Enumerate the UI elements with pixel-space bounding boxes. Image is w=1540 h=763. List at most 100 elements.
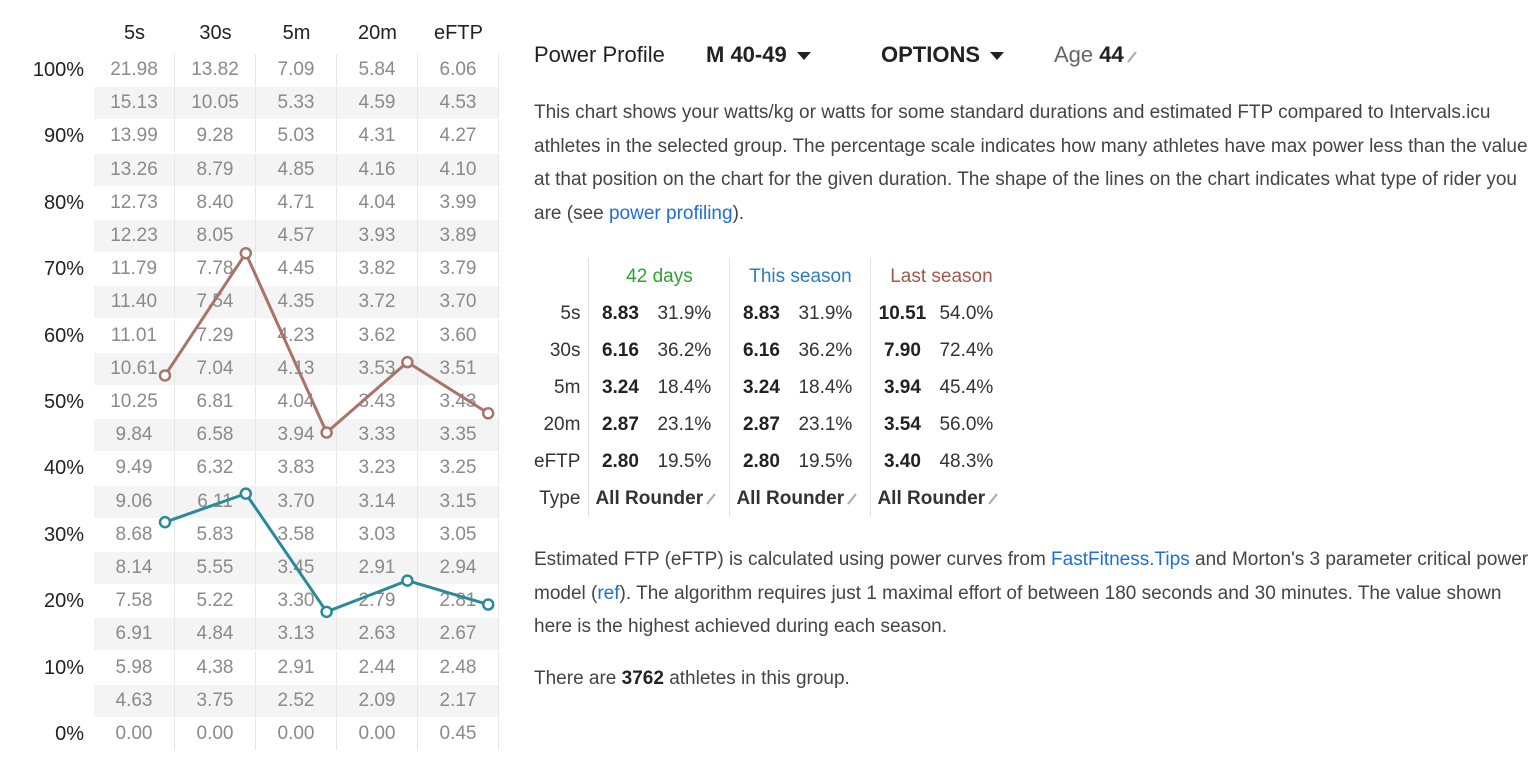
stats-percent: 54.0%: [939, 302, 994, 324]
stats-percent: 45.4%: [939, 376, 994, 398]
grid-cell: 9.06: [94, 485, 175, 518]
grid-cell: 6.11: [175, 485, 256, 518]
age-label: Age: [1054, 42, 1094, 67]
grid-cell: 4.31: [337, 120, 418, 153]
options-dropdown[interactable]: OPTIONS: [881, 42, 1005, 68]
power-profiling-link[interactable]: power profiling: [608, 202, 733, 224]
stats-value: 10.51: [870, 295, 934, 332]
grid-cell: 2.52: [256, 684, 337, 717]
stats-row-label: 20m: [543, 413, 581, 435]
stats-percent: 18.4%: [798, 376, 853, 398]
grid-cell: 7.78: [175, 253, 256, 286]
grid-cell: 3.94: [256, 419, 337, 452]
grid-cell: 8.68: [94, 518, 175, 551]
grid-cell: 3.60: [418, 319, 499, 352]
column-header-30s: 30s: [199, 22, 232, 44]
grid-cell: 3.45: [256, 552, 337, 584]
pencil-icon[interactable]: [1126, 50, 1138, 64]
header-42-days: 42 days: [588, 258, 730, 295]
pencil-icon[interactable]: [705, 492, 717, 506]
grid-cell: 3.03: [337, 518, 418, 551]
grid-cell: 3.30: [256, 585, 337, 618]
grid-cell: 4.13: [256, 352, 337, 385]
stats-value: 3.94: [870, 369, 934, 406]
grid-cell: 4.27: [418, 120, 499, 153]
grid-cell: 6.91: [94, 618, 175, 651]
grid-cell: 3.58: [256, 518, 337, 551]
grid-cell: 5.98: [94, 651, 175, 684]
grid-cell: 8.14: [94, 552, 175, 584]
percentile-label: 70%: [43, 258, 84, 281]
stats-row: 5s 8.83 31.9% 8.83 31.9% 10.51 54.0%: [534, 295, 1011, 332]
group-dropdown-label: M 40-49: [706, 42, 787, 67]
grid-cell: 4.04: [337, 186, 418, 219]
percentile-label: 60%: [43, 324, 84, 347]
grid-cell: 2.94: [418, 552, 499, 584]
eftp-note-part1: Estimated FTP (eFTP) is calculated using…: [534, 549, 1052, 570]
ref-link[interactable]: ref: [597, 582, 620, 604]
group-dropdown[interactable]: M 40-49: [706, 42, 811, 68]
stats-header-row: 42 days This season Last season: [534, 258, 1012, 295]
grid-cell: 4.53: [418, 87, 499, 120]
chevron-down-icon: [990, 52, 1005, 61]
athlete-count-after: athletes in this group.: [663, 668, 850, 689]
grid-cell: 4.59: [337, 87, 418, 120]
stats-percent: 36.2%: [798, 339, 853, 361]
stats-percent: 23.1%: [798, 413, 853, 435]
grid-cell: 3.15: [418, 485, 499, 518]
grid-cell: 7.54: [175, 286, 256, 319]
rider-type-field[interactable]: All Rounder: [870, 480, 1012, 517]
grid-cell: 13.99: [94, 120, 175, 153]
stats-row-label: 30s: [549, 339, 581, 361]
grid-cell: 9.49: [94, 452, 175, 485]
pencil-icon[interactable]: [846, 492, 858, 506]
grid-cell: 4.35: [256, 286, 337, 319]
grid-cell: 4.23: [256, 319, 337, 352]
stats-value: 2.80: [729, 443, 793, 480]
eftp-note-part3: ). The algorithm requires just 1 maximal…: [534, 582, 1502, 638]
stats-percent: 48.3%: [939, 450, 994, 472]
rider-type-field[interactable]: All Rounder: [729, 480, 871, 517]
grid-cell: 3.72: [337, 286, 418, 319]
stats-value: 3.24: [729, 369, 793, 406]
chevron-down-icon: [796, 52, 811, 61]
pencil-icon[interactable]: [987, 492, 999, 506]
stats-value: 3.40: [870, 443, 934, 480]
grid-cell: 3.70: [256, 485, 337, 518]
stats-row-label: Type: [539, 487, 581, 509]
grid-cell: 5.22: [175, 585, 256, 618]
grid-cell: 12.23: [94, 220, 175, 252]
grid-cell: 10.05: [175, 87, 256, 120]
grid-cell: 5.83: [175, 518, 256, 551]
fastfitness-link[interactable]: FastFitness.Tips: [1051, 549, 1190, 570]
stats-percent: 18.4%: [657, 376, 712, 398]
grid-cell: 5.33: [256, 87, 337, 120]
grid-cell: 3.14: [337, 485, 418, 518]
grid-cell: 2.17: [418, 684, 499, 717]
grid-cell: 3.43: [337, 386, 418, 418]
stats-row: 20m 2.87 23.1% 2.87 23.1% 3.54 56.0%: [534, 406, 1011, 443]
grid-cell: 3.13: [256, 618, 337, 651]
stats-row-label: 5m: [554, 376, 581, 398]
grid-cell: 4.10: [418, 153, 499, 186]
grid-cell: 4.57: [256, 220, 337, 252]
grid-cell: 2.79: [337, 585, 418, 618]
grid-cell: 0.00: [94, 718, 175, 750]
percentile-label: 0%: [55, 723, 84, 745]
grid-cell: 3.83: [256, 452, 337, 485]
rider-type-field[interactable]: All Rounder: [588, 480, 730, 517]
athlete-count: 3762: [621, 668, 664, 689]
age-field[interactable]: Age 44: [1054, 42, 1138, 68]
stats-value: 3.54: [870, 406, 934, 443]
grid-cell: 2.48: [418, 651, 499, 684]
percentile-label: 20%: [43, 590, 84, 613]
grid-cell: 4.85: [256, 153, 337, 186]
stats-value: 2.87: [729, 406, 793, 443]
age-value: 44: [1099, 42, 1124, 67]
percentile-label: 90%: [43, 125, 84, 148]
athlete-count-before: There are: [534, 668, 622, 689]
eftp-note-part2: and Morton's 3 parameter critical power …: [534, 549, 1529, 604]
percentile-label: 10%: [43, 656, 84, 679]
grid-cell: 3.53: [337, 352, 418, 385]
grid-cell: 2.81: [418, 585, 499, 618]
